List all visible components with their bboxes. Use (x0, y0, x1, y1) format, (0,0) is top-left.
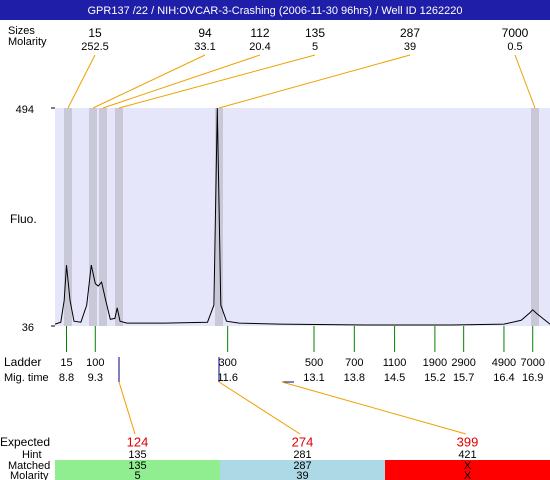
hint: 281 (293, 449, 311, 461)
ladder-size: 1100 (383, 357, 407, 369)
ladder-size: 2900 (451, 357, 475, 369)
trace (54, 107, 550, 326)
leader-line (514, 54, 536, 109)
hint-label: Hint (22, 449, 42, 461)
leader-line (118, 54, 316, 109)
ladder-size: 100 (86, 357, 104, 369)
ladder-size: 7000 (520, 357, 544, 369)
mig-time: 13.1 (303, 372, 324, 384)
match-bar (385, 460, 550, 480)
match-bar (55, 460, 220, 480)
expected-label: Expected (0, 435, 50, 449)
molarity-label: Molarity (8, 36, 47, 48)
peak-size: 287 (400, 26, 420, 40)
mig-time: 8.8 (59, 372, 74, 384)
plot-area (55, 108, 550, 326)
molarity: 39 (296, 470, 308, 480)
connector (118, 381, 136, 435)
peak-size: 94 (198, 26, 212, 40)
peak-band (64, 108, 72, 326)
molarity: X (464, 470, 472, 480)
ladder-size: 700 (345, 357, 363, 369)
matched-label: Matched (8, 460, 50, 472)
leader-line (67, 54, 96, 109)
peak-band (115, 108, 123, 326)
hint: 421 (458, 449, 476, 461)
ladder-label: Ladder (4, 355, 41, 369)
mig-time: 16.4 (493, 372, 514, 384)
mig-time: 14.5 (384, 372, 405, 384)
title-bar (0, 0, 550, 20)
connector (218, 381, 301, 435)
title: GPR137 /22 / NIH:OVCAR-3-Crashing (2006-… (88, 5, 463, 17)
match-bar (220, 460, 385, 480)
peak-size: 135 (305, 26, 325, 40)
matched: 135 (128, 460, 146, 472)
molarity: 5 (134, 470, 140, 480)
y-tick-label: 36 (22, 322, 34, 334)
ladder-size: 4900 (492, 357, 516, 369)
mig-time: 13.8 (344, 372, 365, 384)
mig-time: 15.2 (424, 372, 445, 384)
peak-molarity: 0.5 (507, 41, 522, 53)
molarity-label: Molarity (10, 470, 49, 480)
leader-line (102, 54, 261, 109)
expected-value: 274 (292, 434, 314, 449)
peak-molarity: 39 (404, 41, 416, 53)
peak-band (531, 108, 539, 326)
ladder-size: 300 (218, 357, 236, 369)
expected-value: 124 (127, 434, 149, 449)
y-label: Fluo. (10, 212, 37, 226)
peak-size: 7000 (502, 26, 529, 40)
peak-molarity: 252.5 (81, 41, 109, 53)
hint: 135 (128, 449, 146, 461)
mig-time: 11.6 (217, 372, 238, 384)
peak-size: 15 (88, 26, 102, 40)
peak-band (89, 108, 97, 326)
leader-line (92, 54, 206, 109)
ladder-size: 1900 (423, 357, 447, 369)
peak-molarity: 33.1 (194, 41, 215, 53)
peak-band (99, 108, 107, 326)
ladder-size: 15 (60, 357, 72, 369)
matched: 287 (293, 460, 311, 472)
leader-line (218, 54, 411, 109)
mig-label: Mig. time (4, 372, 49, 384)
peak-molarity: 20.4 (249, 41, 270, 53)
connector (281, 381, 467, 435)
peak-size: 112 (250, 26, 269, 40)
y-tick-label: 494 (16, 104, 34, 116)
mig-time: 9.3 (88, 372, 103, 384)
expected-value: 399 (457, 434, 479, 449)
matched: X (464, 460, 472, 472)
ladder-size: 500 (305, 357, 323, 369)
peak-molarity: 5 (312, 41, 318, 53)
size-label: Sizes (8, 25, 35, 37)
mig-time: 15.7 (453, 372, 474, 384)
mig-time: 16.9 (522, 372, 543, 384)
